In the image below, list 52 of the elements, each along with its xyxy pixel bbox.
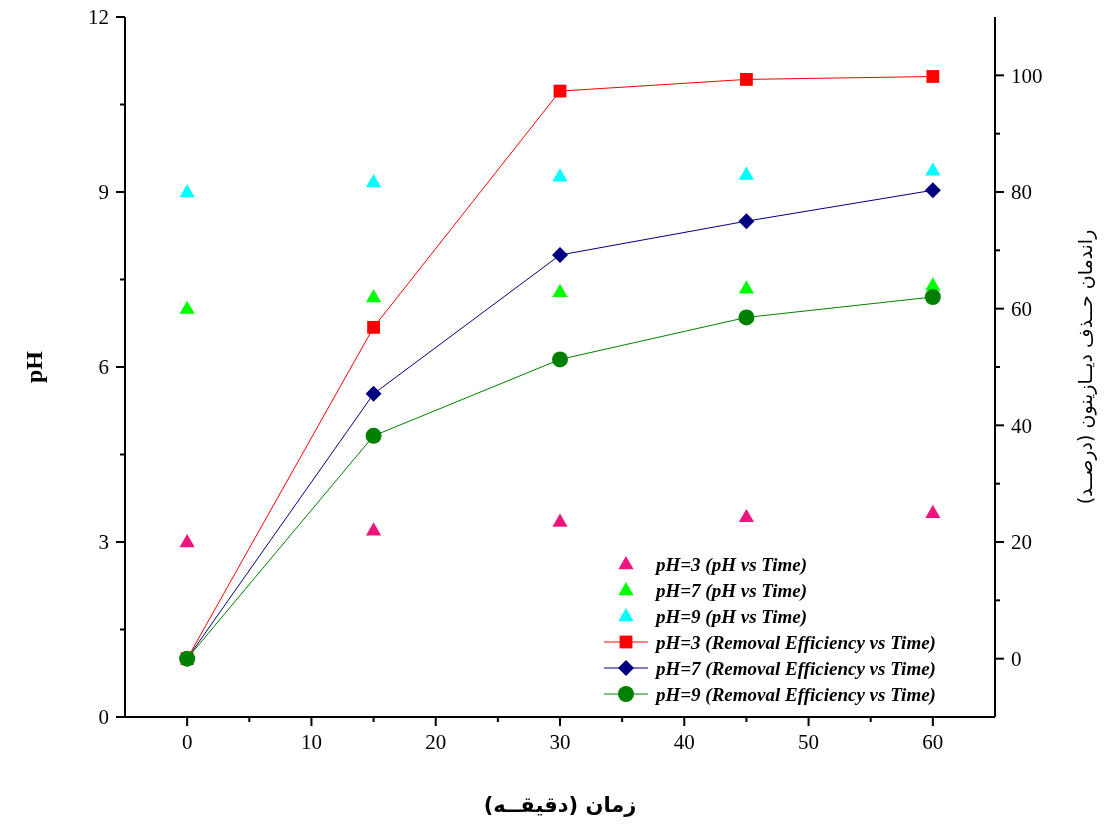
- point: [365, 427, 382, 444]
- x-axis-title: زمان (دقیقــه): [483, 793, 637, 817]
- legend-label: pH=3 (pH vs Time): [654, 553, 808, 576]
- point: [738, 508, 755, 523]
- x-tick-label: 30: [549, 730, 571, 754]
- point: [738, 309, 755, 326]
- point: [367, 320, 380, 334]
- y2-axis-title: راندمان حــذف دیــازینون (درصــد): [1074, 229, 1097, 505]
- y-tick-label: 12: [88, 5, 109, 30]
- legend-label: pH=3 (Removal Efficiency vs Time): [654, 631, 936, 654]
- point: [552, 247, 568, 263]
- point: [924, 182, 941, 199]
- point: [179, 534, 195, 548]
- point: [738, 213, 755, 230]
- x-tick-label: 10: [300, 730, 322, 754]
- y2-tick-label: 20: [1011, 530, 1032, 555]
- x-tick-label: 40: [673, 730, 695, 754]
- legend-label: pH=9 (pH vs Time): [654, 605, 808, 628]
- x-tick-label: 60: [922, 730, 944, 754]
- legend-label: pH=9 (Removal Efficiency vs Time): [654, 683, 936, 706]
- y2-tick-label: 40: [1011, 413, 1032, 438]
- point: [179, 184, 195, 198]
- point: [552, 283, 568, 297]
- point: [738, 280, 755, 294]
- point: [925, 504, 941, 519]
- y-tick-label: 3: [98, 530, 109, 555]
- point: [552, 513, 568, 527]
- y2-tick-label: 80: [1011, 180, 1032, 205]
- point: [552, 168, 568, 182]
- point: [924, 289, 941, 305]
- point: [552, 351, 568, 368]
- legend-label: pH=7 (pH vs Time): [654, 579, 808, 602]
- point: [740, 73, 753, 86]
- y2-tick-label: 60: [1011, 297, 1032, 322]
- point: [738, 166, 755, 180]
- y2-tick-label: 0: [1011, 647, 1022, 672]
- point: [365, 174, 382, 188]
- point: [925, 162, 941, 176]
- x-tick-label: 50: [798, 730, 820, 754]
- y2-tick-label: 100: [1011, 63, 1043, 88]
- y-tick-label: 0: [98, 705, 109, 730]
- point: [179, 300, 195, 314]
- point: [365, 522, 382, 536]
- x-tick-label: 20: [425, 730, 447, 754]
- point: [926, 70, 940, 83]
- y-axis-title: pH: [21, 350, 47, 384]
- point: [365, 289, 382, 303]
- legend-label: pH=7 (Removal Efficiency vs Time): [654, 657, 936, 680]
- x-tick-label: 0: [181, 730, 193, 754]
- point: [365, 385, 382, 402]
- y-tick-label: 9: [98, 180, 109, 205]
- y-tick-label: 6: [98, 355, 109, 380]
